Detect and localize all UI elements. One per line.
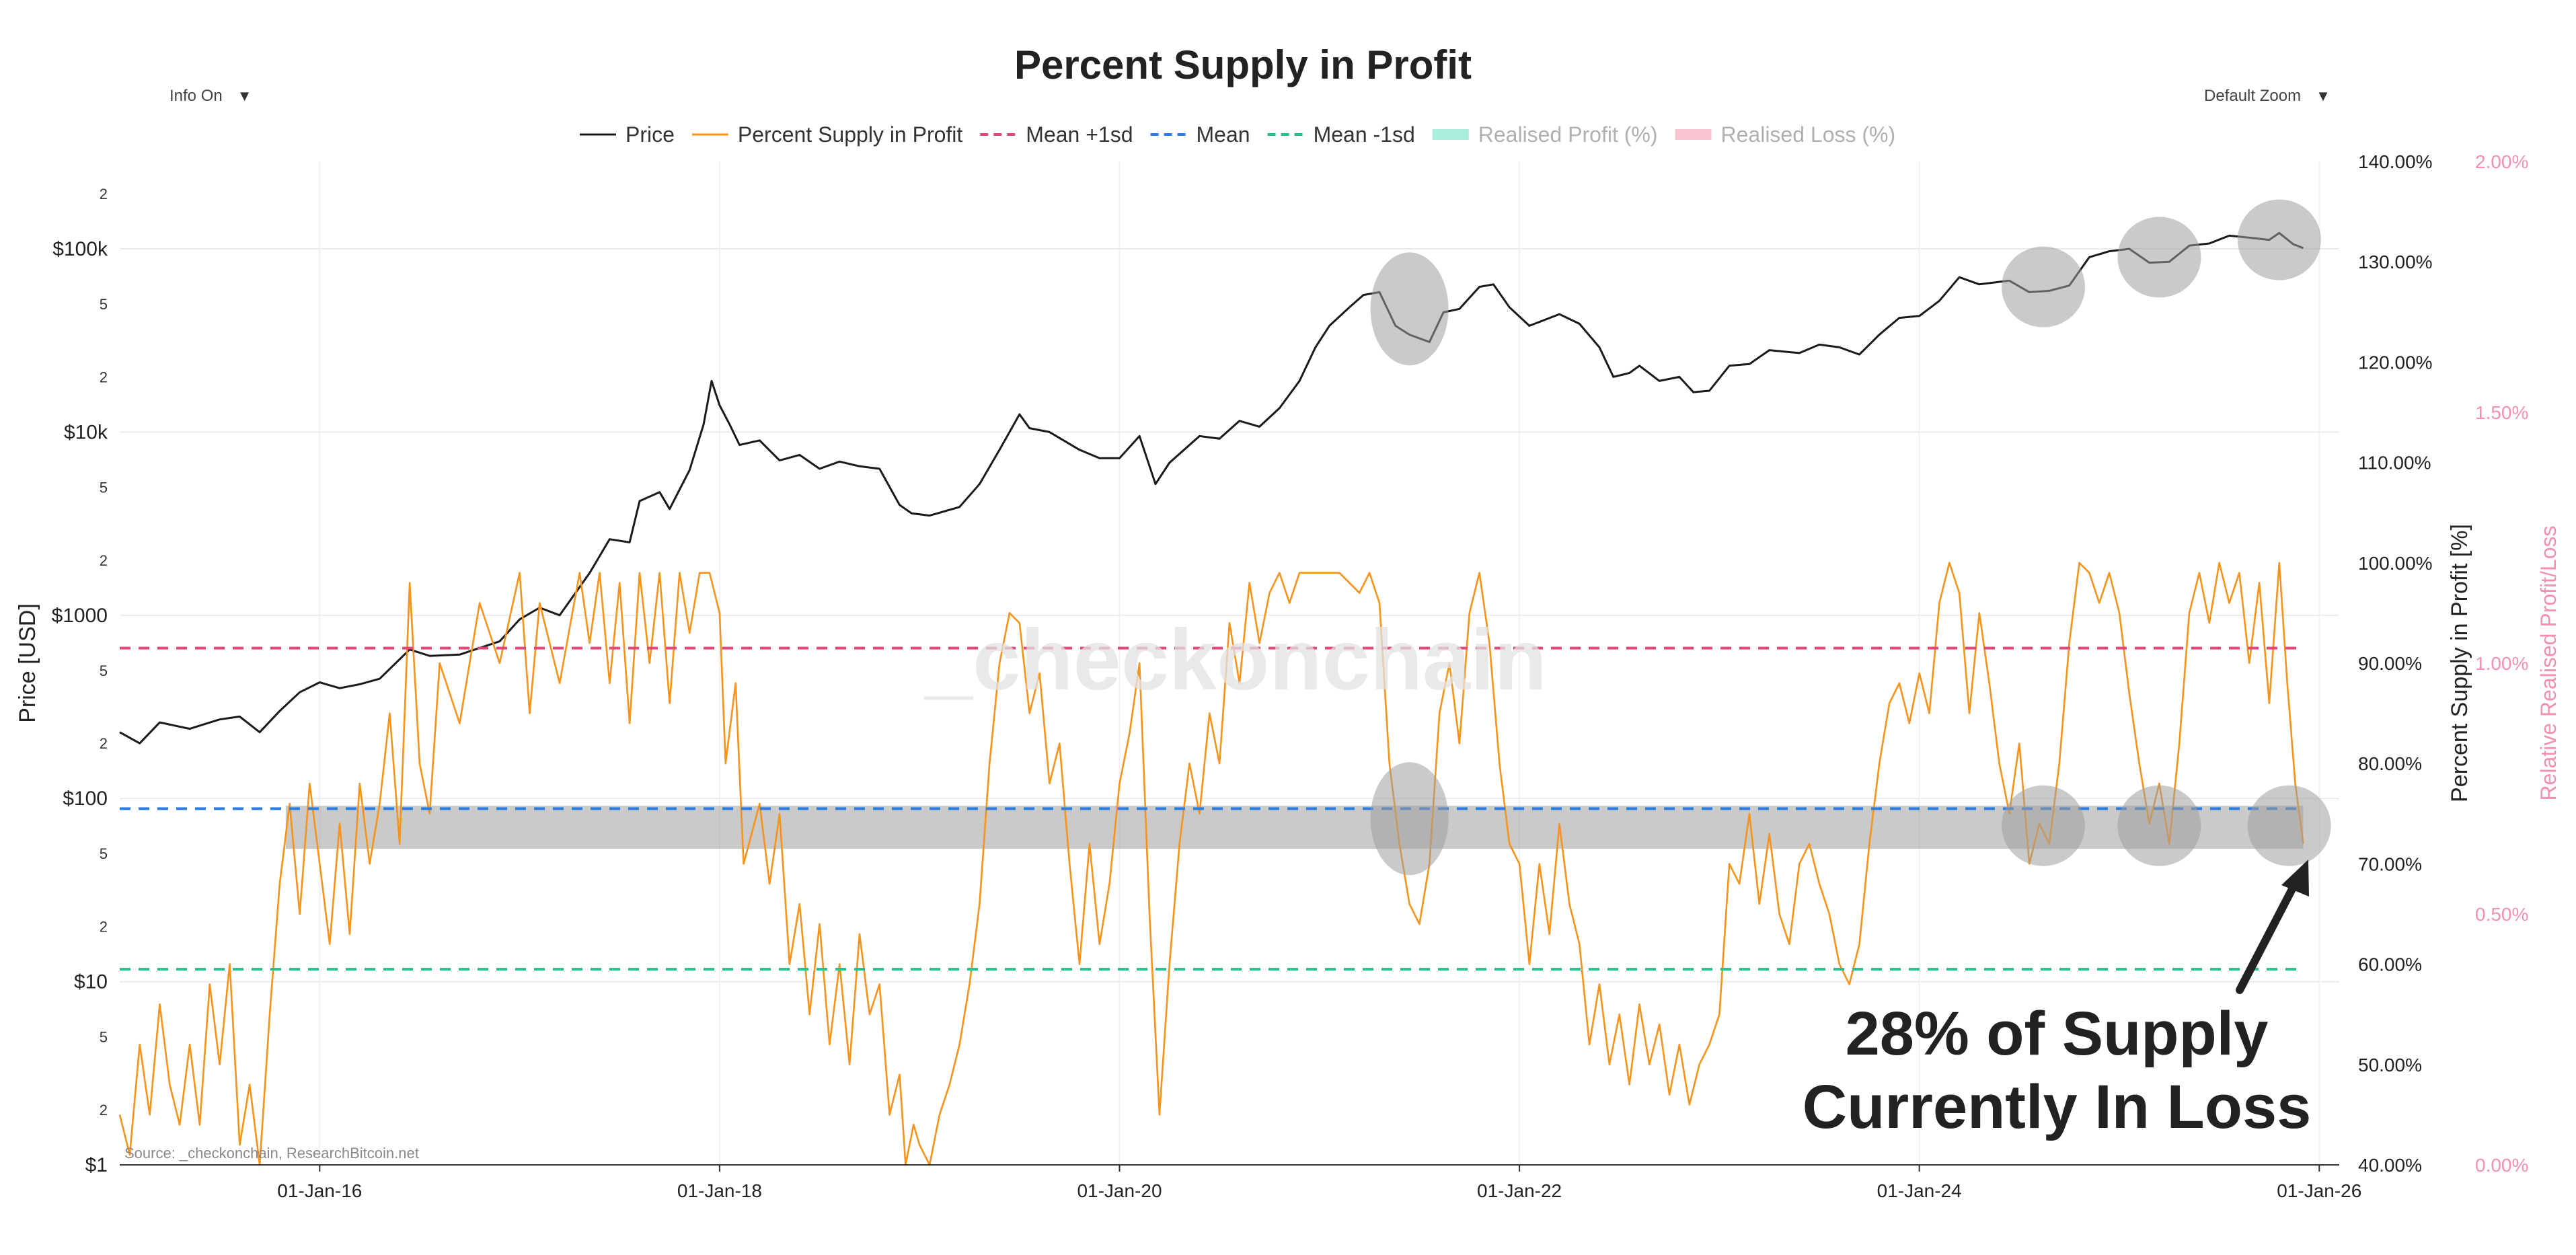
y-left-minor-tick-label: 5 <box>100 845 108 862</box>
legend-item-supply[interactable]: Percent Supply in Profit <box>691 122 963 147</box>
highlight-circle <box>2117 785 2201 866</box>
annotation-line-1: 28% of Supply <box>1846 999 2269 1068</box>
zoom-select-label: Default Zoom <box>2204 87 2302 105</box>
legend-label: Mean <box>1197 122 1250 147</box>
dropdown-arrow-icon: ▼ <box>2316 87 2331 104</box>
legend-item-price[interactable]: Price <box>580 122 675 147</box>
source-note: Source: _checkonchain, ResearchBitcoin.n… <box>124 1145 419 1162</box>
legend-label: Mean -1sd <box>1314 122 1415 147</box>
y-left-tick-label: $10k <box>64 421 108 443</box>
y-right2-tick-label: 1.50% <box>2475 402 2528 423</box>
y-right-tick-label: 130.00% <box>2358 252 2433 272</box>
legend[interactable]: Price Percent Supply in Profit Mean +1sd Me… <box>580 122 1895 147</box>
y-left-minor-tick-label: 5 <box>100 479 108 496</box>
y-left-tick-label: $10 <box>74 971 108 993</box>
y-left-tick-label: $1000 <box>52 605 108 627</box>
y-left-minor-tick-label: 2 <box>100 735 108 752</box>
y-left-minor-tick-label: 2 <box>100 1102 108 1118</box>
series-layer <box>118 231 2304 1166</box>
y-right-axis-label: Percent Supply in Profit [%] <box>2447 524 2472 802</box>
legend-label: Price <box>626 122 675 147</box>
y-right-tick-label: 40.00% <box>2358 1155 2422 1176</box>
legend-swatch <box>1675 129 1712 140</box>
y-right2-tick-label: 2.00% <box>2475 151 2528 172</box>
y-left-minor-tick-label: 2 <box>100 186 108 202</box>
y-right-tick-label: 60.00% <box>2358 954 2422 975</box>
y-left-minor-tick-label: 5 <box>100 1029 108 1046</box>
y-right-tick-label: 140.00% <box>2358 151 2433 172</box>
y-right2-axis-label: Relative Realised Profit/Loss <box>2536 525 2561 800</box>
x-tick-label: 01-Jan-22 <box>1477 1180 1562 1201</box>
info-toggle-dropdown[interactable]: Info On ▼ <box>155 79 277 113</box>
y-left-tick-label: $100k <box>52 238 108 260</box>
legend-label: Percent Supply in Profit <box>738 122 963 147</box>
highlight-circles-layer <box>1370 199 2331 876</box>
legend-item-realised_profit[interactable]: Realised Profit (%) <box>1432 122 1658 147</box>
y-right-tick-label: 110.00% <box>2358 453 2431 473</box>
legend-swatch <box>1432 129 1469 140</box>
highlight-band <box>285 805 2304 849</box>
y-left-minor-tick-label: 2 <box>100 919 108 936</box>
x-tick-label: 01-Jan-18 <box>677 1180 762 1201</box>
chart-title: Percent Supply in Profit <box>1014 42 1472 87</box>
price-series-line <box>119 231 2304 745</box>
watermark: _checkonchain <box>923 612 1547 708</box>
y-right2-tick-label: 0.50% <box>2475 904 2528 925</box>
legend-label: Realised Profit (%) <box>1478 122 1658 147</box>
highlight-circle <box>2237 199 2321 280</box>
y-right2-tick-label: 1.00% <box>2475 653 2528 674</box>
annotation-arrow <box>2236 860 2309 994</box>
y-left-minor-tick-label: 5 <box>100 296 108 313</box>
y-left-axis-label: Price [USD] <box>15 603 40 723</box>
legend-item-mean_plus[interactable]: Mean +1sd <box>980 122 1133 147</box>
x-tick-label: 01-Jan-26 <box>2277 1180 2361 1201</box>
y-right-tick-label: 120.00% <box>2358 352 2433 373</box>
y-right-tick-label: 100.00% <box>2358 553 2433 574</box>
y-left-minor-tick-label: 2 <box>100 369 108 385</box>
highlight-circle <box>1370 252 1449 366</box>
y-right-tick-label: 80.00% <box>2358 753 2422 774</box>
y-right-tick-label: 90.00% <box>2358 653 2422 674</box>
y-left-minor-tick-label: 5 <box>100 662 108 679</box>
x-tick-label: 01-Jan-16 <box>277 1180 362 1201</box>
highlight-band-layer <box>285 805 2304 849</box>
axes-layer: 01-Jan-16 01-Jan-18 01-Jan-20 01-Jan-22 01-J… <box>15 151 2561 1201</box>
y-left-minor-tick-label: 2 <box>100 552 108 569</box>
zoom-select-dropdown[interactable]: Default Zoom ▼ <box>2189 79 2359 113</box>
dropdown-arrow-icon: ▼ <box>237 87 252 104</box>
highlight-circle <box>2002 785 2085 866</box>
highlight-circle <box>1370 762 1449 876</box>
y-right-tick-label: 50.00% <box>2358 1055 2422 1075</box>
y-right-tick-label: 70.00% <box>2358 853 2422 874</box>
highlight-circle <box>2117 217 2201 298</box>
x-tick-label: 01-Jan-24 <box>1877 1180 1962 1201</box>
info-toggle-label: Info On <box>169 87 223 105</box>
legend-item-realised_loss[interactable]: Realised Loss (%) <box>1675 122 1896 147</box>
y-left-tick-label: $100 <box>63 788 108 810</box>
legend-label: Realised Loss (%) <box>1721 122 1896 147</box>
y-right2-tick-label: 0.00% <box>2475 1155 2528 1176</box>
legend-item-mean[interactable]: Mean <box>1150 122 1250 147</box>
legend-item-mean_minus[interactable]: Mean -1sd <box>1267 122 1415 147</box>
y-left-tick-label: $1 <box>85 1154 108 1176</box>
highlight-circle <box>2002 246 2085 328</box>
gridlines <box>120 161 2339 1166</box>
legend-label: Mean +1sd <box>1026 122 1133 147</box>
x-tick-label: 01-Jan-20 <box>1077 1180 1162 1201</box>
highlight-circle <box>2247 785 2331 866</box>
annotation-line-2: Currently In Loss <box>1803 1073 2312 1141</box>
